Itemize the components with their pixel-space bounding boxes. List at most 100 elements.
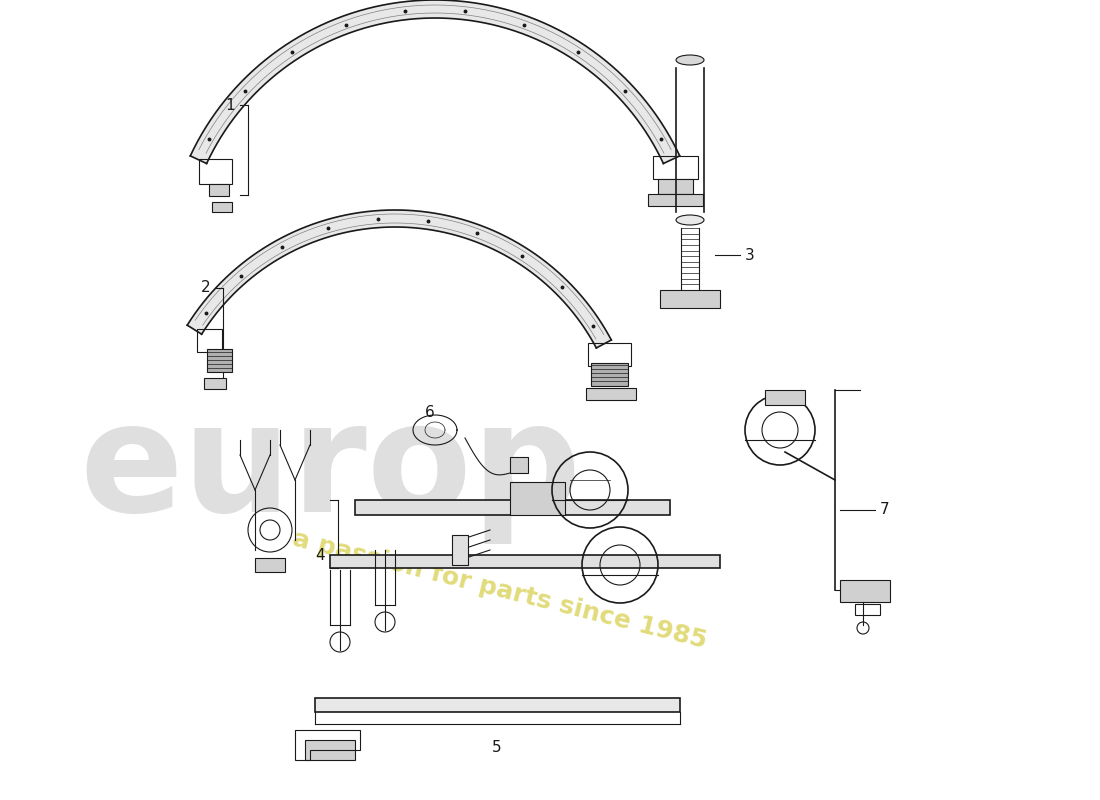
- Polygon shape: [512, 244, 521, 260]
- Polygon shape: [389, 3, 394, 22]
- Polygon shape: [355, 500, 670, 515]
- Polygon shape: [601, 66, 614, 82]
- Polygon shape: [285, 235, 294, 251]
- Polygon shape: [590, 326, 605, 337]
- Polygon shape: [637, 109, 652, 121]
- Polygon shape: [647, 124, 663, 135]
- Polygon shape: [639, 112, 654, 124]
- Polygon shape: [581, 314, 596, 325]
- Polygon shape: [306, 226, 313, 243]
- Polygon shape: [275, 51, 287, 67]
- Polygon shape: [389, 210, 390, 227]
- Polygon shape: [641, 115, 658, 127]
- Polygon shape: [570, 42, 582, 58]
- Text: 5: 5: [492, 740, 502, 755]
- Polygon shape: [282, 46, 294, 62]
- Polygon shape: [584, 53, 596, 68]
- Polygon shape: [578, 308, 592, 320]
- Polygon shape: [507, 242, 517, 258]
- Polygon shape: [394, 210, 396, 227]
- Polygon shape: [632, 102, 648, 114]
- Polygon shape: [475, 226, 483, 242]
- Polygon shape: [230, 93, 245, 106]
- Polygon shape: [296, 230, 304, 246]
- Polygon shape: [407, 2, 411, 19]
- Polygon shape: [284, 236, 293, 252]
- Polygon shape: [212, 291, 226, 303]
- Polygon shape: [563, 290, 576, 302]
- Polygon shape: [442, 215, 447, 232]
- Polygon shape: [267, 246, 277, 261]
- Polygon shape: [274, 53, 286, 68]
- Polygon shape: [491, 6, 497, 25]
- Polygon shape: [272, 54, 284, 70]
- Polygon shape: [552, 278, 565, 291]
- Polygon shape: [560, 286, 573, 298]
- Polygon shape: [199, 307, 213, 318]
- Polygon shape: [602, 68, 616, 82]
- Polygon shape: [447, 216, 452, 234]
- Polygon shape: [451, 218, 456, 234]
- Polygon shape: [256, 66, 270, 82]
- Polygon shape: [593, 60, 606, 75]
- Polygon shape: [580, 311, 594, 322]
- Polygon shape: [370, 211, 373, 228]
- Polygon shape: [327, 22, 336, 39]
- Polygon shape: [260, 64, 273, 79]
- Polygon shape: [547, 271, 559, 286]
- Polygon shape: [476, 3, 481, 22]
- Polygon shape: [350, 214, 354, 231]
- Polygon shape: [242, 263, 254, 277]
- Polygon shape: [358, 11, 364, 29]
- Polygon shape: [375, 6, 381, 24]
- Polygon shape: [232, 270, 245, 284]
- Polygon shape: [317, 222, 323, 239]
- Polygon shape: [241, 81, 255, 94]
- Polygon shape: [535, 22, 543, 39]
- Polygon shape: [213, 114, 230, 126]
- Polygon shape: [451, 1, 454, 18]
- Polygon shape: [261, 62, 274, 78]
- Polygon shape: [480, 228, 487, 244]
- Polygon shape: [576, 46, 588, 62]
- Polygon shape: [542, 268, 554, 282]
- Polygon shape: [253, 70, 266, 84]
- Polygon shape: [190, 154, 208, 163]
- Polygon shape: [406, 2, 409, 19]
- Polygon shape: [365, 9, 372, 26]
- Polygon shape: [559, 34, 569, 51]
- Polygon shape: [662, 154, 680, 163]
- Polygon shape: [355, 11, 362, 30]
- Polygon shape: [549, 274, 561, 287]
- Polygon shape: [415, 211, 418, 228]
- Polygon shape: [342, 16, 350, 34]
- Polygon shape: [609, 74, 623, 89]
- Polygon shape: [293, 40, 304, 56]
- Polygon shape: [198, 308, 212, 320]
- Polygon shape: [656, 139, 672, 150]
- Text: 1: 1: [226, 98, 235, 113]
- Polygon shape: [360, 10, 366, 28]
- Polygon shape: [513, 246, 522, 261]
- Polygon shape: [469, 2, 473, 21]
- Polygon shape: [473, 225, 480, 241]
- Polygon shape: [271, 55, 283, 70]
- Polygon shape: [338, 216, 343, 234]
- Polygon shape: [640, 114, 657, 126]
- Polygon shape: [409, 1, 412, 19]
- Polygon shape: [506, 241, 516, 257]
- Polygon shape: [372, 211, 375, 228]
- Polygon shape: [491, 232, 498, 249]
- Polygon shape: [526, 254, 537, 270]
- Polygon shape: [485, 6, 491, 23]
- Polygon shape: [264, 60, 277, 75]
- Polygon shape: [572, 43, 583, 59]
- Polygon shape: [192, 150, 209, 160]
- Polygon shape: [393, 3, 398, 21]
- Polygon shape: [211, 292, 224, 305]
- Polygon shape: [561, 287, 574, 300]
- Polygon shape: [624, 91, 638, 104]
- Polygon shape: [478, 227, 486, 243]
- Polygon shape: [219, 107, 234, 119]
- Polygon shape: [382, 210, 385, 227]
